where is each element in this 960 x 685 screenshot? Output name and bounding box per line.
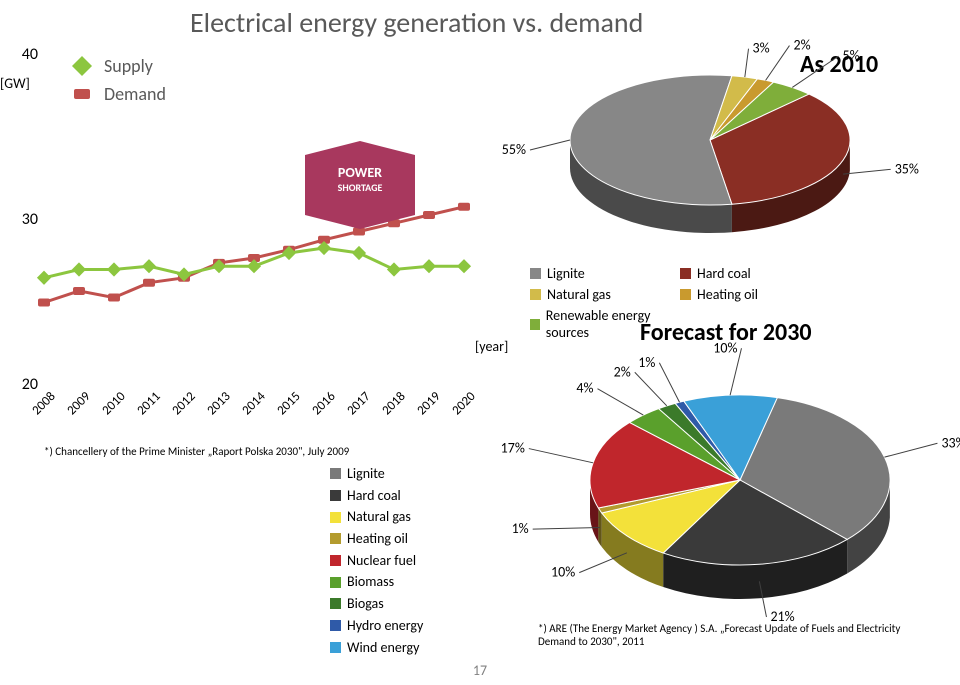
svg-text:33%: 33% — [941, 434, 960, 451]
chart-title: Electrical energy generation vs. demand — [190, 5, 643, 40]
svg-text:35%: 35% — [895, 160, 919, 177]
svg-text:1%: 1% — [638, 354, 655, 371]
pie-2030: 33%21%10%1%17%4%2%1%10% — [540, 350, 940, 620]
legend-demand-label: Demand — [104, 83, 166, 105]
svg-text:5%: 5% — [843, 47, 860, 64]
legend-item: Hard coal — [330, 485, 423, 507]
svg-text:4%: 4% — [576, 380, 593, 397]
y-unit: [GW] — [0, 75, 30, 92]
svg-text:55%: 55% — [502, 141, 526, 158]
y-tick: 30 — [8, 210, 38, 229]
legend-item: Hydro energy — [330, 615, 423, 637]
y-tick: 40 — [8, 45, 38, 64]
svg-text:1%: 1% — [512, 520, 529, 537]
x-tick: 2018 — [370, 389, 409, 428]
x-tick: 2017 — [335, 389, 374, 428]
legend-supply-demand: Supply Demand — [70, 55, 166, 111]
svg-text:2%: 2% — [793, 37, 810, 54]
footnote-left: *) Chancellery of the Prime Minister „Ra… — [44, 445, 349, 458]
power-shortage-badge: POWERSHORTAGE — [305, 155, 415, 215]
pie2010-svg: 35%55%3%2%5% — [520, 50, 920, 270]
svg-text:10%: 10% — [713, 339, 737, 356]
footnote-right: *) ARE (The Energy Market Agency ) S.A. … — [538, 622, 908, 648]
legend-2030: LigniteHard coalNatural gasHeating oilNu… — [330, 463, 423, 658]
svg-text:17%: 17% — [501, 440, 525, 457]
shortage-line2: SHORTAGE — [305, 182, 415, 194]
pie2030-svg: 33%21%10%1%17%4%2%1%10% — [540, 350, 940, 630]
x-tick: 2011 — [125, 389, 164, 428]
svg-text:3%: 3% — [753, 40, 770, 57]
legend-item: Natural gas — [330, 506, 423, 528]
x-tick: 2015 — [265, 389, 304, 428]
legend-item: Heating oil — [330, 528, 423, 550]
x-tick: 2020 — [440, 389, 479, 428]
x-tick: 2016 — [300, 389, 339, 428]
y-tick: 20 — [8, 375, 38, 394]
legend-item: Lignite — [530, 265, 680, 282]
x-tick: 2019 — [405, 389, 444, 428]
legend-item: Nuclear fuel — [330, 550, 423, 572]
x-tick: 2013 — [195, 389, 234, 428]
x-tick: 2009 — [55, 389, 94, 428]
x-tick: 2014 — [230, 389, 269, 428]
legend-item: Biogas — [330, 593, 423, 615]
x-tick: 2010 — [90, 389, 129, 428]
svg-text:2%: 2% — [614, 363, 631, 380]
shortage-line1: POWER — [338, 164, 382, 181]
legend-item: Natural gas — [530, 286, 680, 303]
legend-item: Biomass — [330, 571, 423, 593]
svg-text:10%: 10% — [551, 564, 575, 581]
x-unit: [year] — [475, 338, 508, 355]
legend-item: Wind energy — [330, 637, 423, 659]
legend-item: Lignite — [330, 463, 423, 485]
legend-item: Heating oil — [680, 286, 820, 303]
legend-supply-label: Supply — [104, 55, 153, 77]
x-tick: 2008 — [20, 389, 59, 428]
pie-2010: 35%55%3%2%5% — [520, 50, 920, 250]
legend-item: Hard coal — [680, 265, 820, 282]
x-tick: 2012 — [160, 389, 199, 428]
page-number: 17 — [0, 662, 960, 679]
